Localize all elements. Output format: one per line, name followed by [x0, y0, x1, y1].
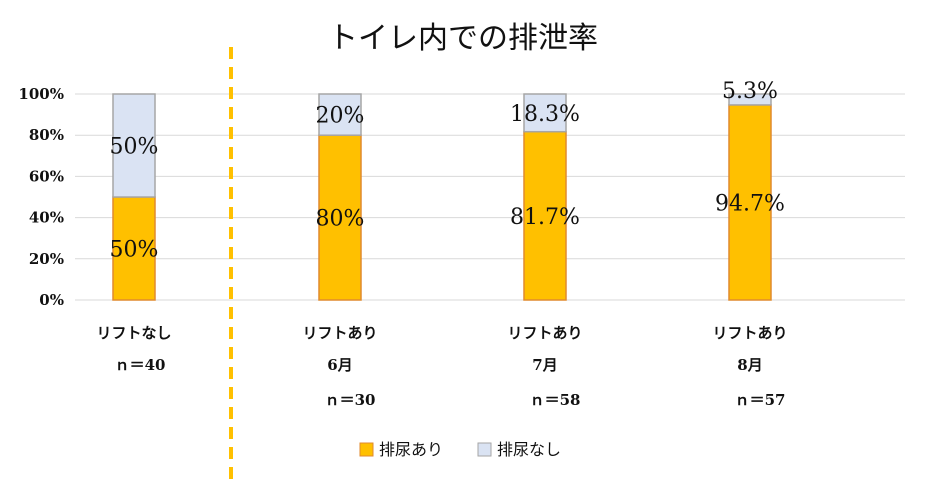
y-tick-label: 20%	[29, 250, 64, 268]
category-label: ｎ＝57	[735, 391, 786, 409]
category-label: 7月	[532, 356, 557, 374]
bar-segment-urination-yes	[318, 134, 362, 301]
legend-label: 排尿あり	[379, 440, 443, 459]
legend: 排尿あり 排尿なし	[359, 440, 561, 459]
bar-segment-urination-no	[523, 93, 567, 133]
bar-segment-urination-yes	[523, 130, 567, 301]
data-label-urination-no: 20%	[316, 104, 365, 129]
chart-title: トイレ内での排泄率	[328, 21, 598, 56]
category-label: 6月	[327, 356, 352, 374]
bar-segment-urination-yes	[112, 196, 156, 301]
data-label-urination-no: 18.3%	[510, 102, 580, 127]
data-label-urination-no: 5.3%	[722, 79, 778, 104]
x-axis: リフトなし ｎ＝40 リフトあり 6月 ｎ＝30 リフトあり 7月 ｎ＝58 リフトあり 8月 ｎ＝…	[96, 324, 787, 409]
bar-segment-urination-no	[728, 93, 772, 106]
data-label-urination-yes: 80%	[316, 207, 365, 232]
category-label: リフトあり	[712, 324, 787, 342]
category-label: リフトあり	[507, 324, 582, 342]
y-tick-label: 60%	[29, 167, 64, 185]
y-tick-label: 100%	[18, 85, 64, 103]
category-label: ｎ＝58	[530, 391, 581, 409]
category-label: ｎ＝30	[325, 391, 376, 409]
data-label-urination-yes: 50%	[110, 238, 159, 263]
legend-swatch-urination-yes	[359, 442, 374, 457]
legend-swatch-urination-no	[477, 442, 492, 457]
bar-segment-urination-no	[112, 93, 156, 198]
category-label: ｎ＝40	[115, 356, 166, 374]
data-label-urination-yes: 81.7%	[510, 205, 580, 230]
bars	[112, 93, 772, 301]
category-label: リフトあり	[302, 324, 377, 342]
y-tick-label: 40%	[29, 209, 64, 227]
bar-segment-urination-no	[318, 93, 362, 136]
bar-segment-urination-yes	[728, 104, 772, 301]
data-label-urination-yes: 94.7%	[715, 191, 785, 216]
category-label: リフトなし	[96, 324, 171, 342]
y-tick-label: 0%	[39, 291, 64, 309]
data-label-urination-no: 50%	[110, 135, 159, 160]
data-labels: 50% 50% 80% 20% 81.7% 18.3% 94.7% 5.3%	[110, 79, 785, 263]
y-tick-label: 80%	[29, 126, 64, 144]
category-label: 8月	[737, 356, 762, 374]
y-axis: 0% 20% 40% 60% 80% 100%	[18, 85, 64, 309]
legend-label: 排尿なし	[497, 440, 561, 459]
